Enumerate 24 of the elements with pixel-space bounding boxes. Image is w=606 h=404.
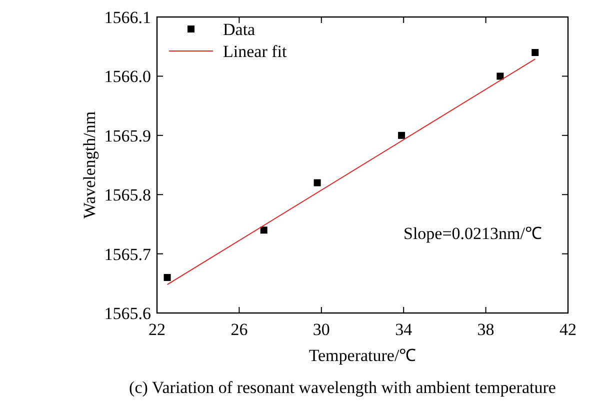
x-tick-label: 38 — [477, 320, 494, 339]
y-axis-title: Wavelength/nm — [80, 111, 99, 219]
x-tick-label: 22 — [148, 320, 166, 339]
x-axis-title: Temperature/℃ — [308, 346, 416, 365]
y-tick-label: 1566.0 — [104, 67, 151, 86]
point — [496, 72, 504, 80]
point — [398, 132, 406, 139]
point — [164, 274, 171, 281]
point — [532, 49, 539, 56]
y-tick-label: 1565.8 — [104, 186, 151, 205]
legend-label: Data — [223, 20, 256, 39]
y-tick-label: 1565.6 — [104, 304, 151, 323]
y-tick-label: 1566.1 — [104, 8, 151, 27]
y-tick-label: 1565.7 — [104, 244, 152, 264]
x-tick-label: 42 — [560, 320, 576, 339]
point — [314, 179, 321, 186]
x-tick-label: 34 — [395, 320, 413, 339]
legend-label: Linear fit — [223, 42, 287, 61]
x-tick-label: 26 — [230, 320, 248, 339]
text: (c) Variation of resonant wavelength with ambient temperature — [129, 378, 556, 397]
x-tick-label: 30 — [312, 320, 330, 339]
y-tick-label: 1565.9 — [104, 126, 151, 146]
annotation: Slope=0.0213nm/℃ — [403, 224, 542, 243]
point — [260, 226, 268, 234]
